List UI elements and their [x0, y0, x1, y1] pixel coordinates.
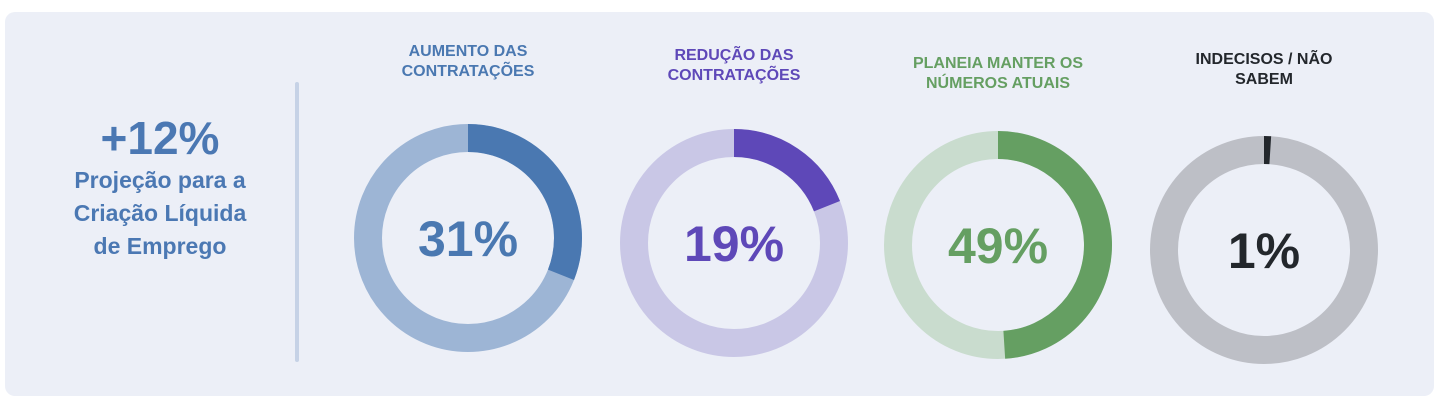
- donut-title: AUMENTO DAS CONTRATAÇÕES: [338, 42, 598, 82]
- donut-slice: [733, 129, 840, 212]
- net-employment-value: +12%: [100, 112, 220, 164]
- donut-svg: 19%: [620, 129, 848, 357]
- donut-title-line-1: AUMENTO DAS: [408, 43, 528, 60]
- donut-chart-1: AUMENTO DAS CONTRATAÇÕES 31%: [338, 0, 598, 390]
- donut-chart-4: INDECISOS / NÃO SABEM 1%: [1134, 0, 1394, 390]
- net-employment-summary: +12% Projeção para a Criação Líquida de …: [45, 112, 275, 263]
- donut-chart-2: REDUÇÃO DAS CONTRATAÇÕES 19%: [604, 0, 864, 390]
- donut-value-label: 19%: [684, 216, 784, 272]
- donut-title-line-2: SABEM: [1235, 71, 1293, 88]
- donut-slice: [997, 131, 1112, 359]
- donut-title-line-1: PLANEIA MANTER OS: [912, 55, 1084, 72]
- donut-title-line-2: CONTRATAÇÕES: [401, 63, 535, 80]
- divider: [295, 82, 299, 362]
- donut-value-label: 31%: [418, 211, 518, 267]
- donut-title-line-1: REDUÇÃO DAS: [674, 47, 794, 64]
- net-employment-label: Projeção para a Criação Líquida de Empre…: [73, 167, 247, 259]
- donut-svg: 1%: [1150, 136, 1378, 364]
- donut-value-label: 1%: [1228, 223, 1300, 279]
- donut-title-line-1: INDECISOS / NÃO: [1195, 51, 1333, 68]
- donut-title-line-2: CONTRATAÇÕES: [667, 67, 801, 84]
- donut-title: INDECISOS / NÃO SABEM: [1134, 50, 1394, 90]
- donut-title: PLANEIA MANTER OS NÚMEROS ATUAIS: [868, 54, 1128, 94]
- donut-title-line-2: NÚMEROS ATUAIS: [926, 75, 1070, 92]
- donut-slice: [467, 124, 582, 280]
- donut-value-label: 49%: [948, 218, 1048, 274]
- donut-svg: 49%: [884, 131, 1112, 359]
- donut-svg: 31%: [354, 124, 582, 352]
- donut-title: REDUÇÃO DAS CONTRATAÇÕES: [604, 46, 864, 86]
- donut-chart-3: PLANEIA MANTER OS NÚMEROS ATUAIS 49%: [868, 0, 1128, 390]
